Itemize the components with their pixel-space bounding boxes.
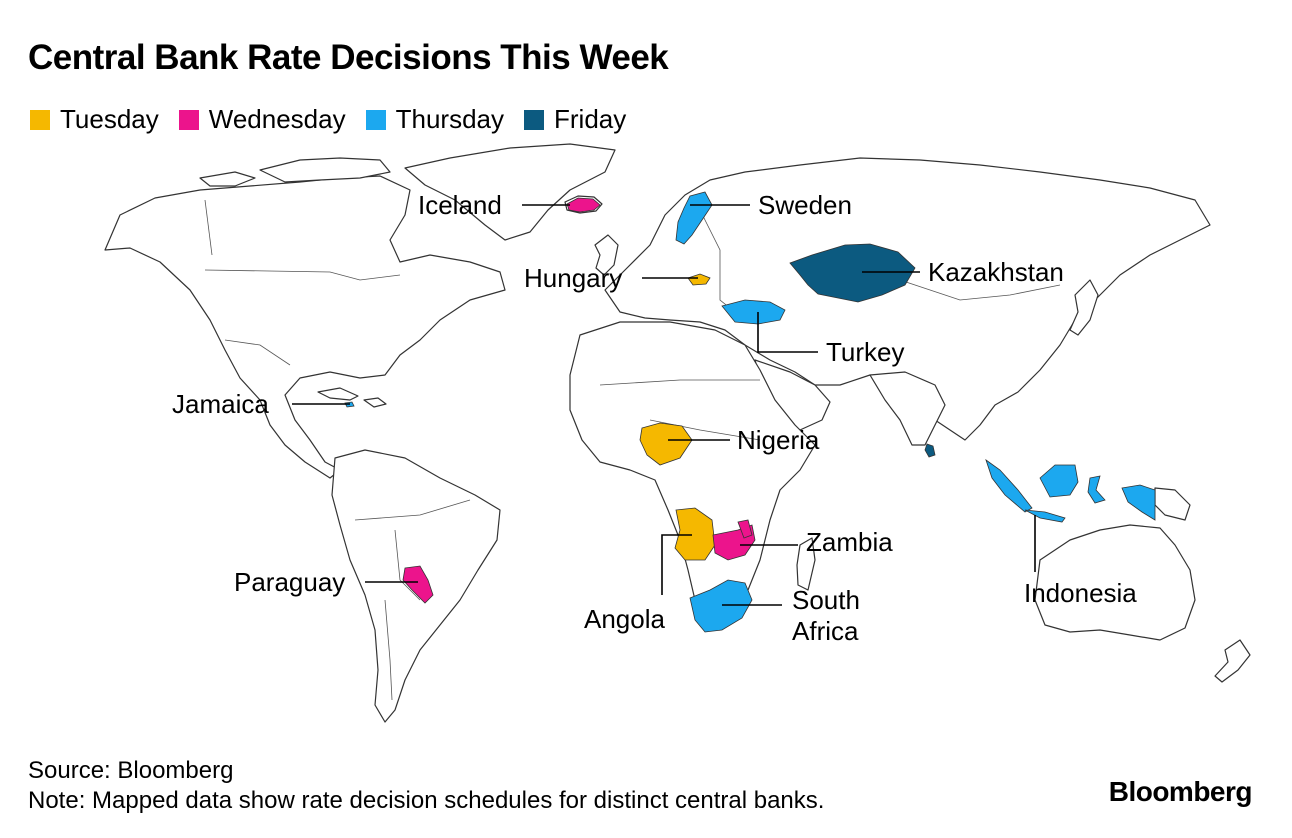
country-shape-indonesia-borneo <box>1039 464 1079 498</box>
country-shape-sri-lanka <box>924 443 936 458</box>
landmass-australia <box>1034 524 1196 641</box>
label-south-africa-line1: South <box>792 585 860 615</box>
legend: Tuesday Wednesday Thursday Friday <box>30 104 646 135</box>
legend-item-friday: Friday <box>524 104 626 135</box>
legend-swatch-thursday <box>365 109 386 130</box>
leader-turkey <box>757 312 818 353</box>
source-note: Source: Bloomberg <box>28 757 234 784</box>
border-russia-china <box>899 279 1061 301</box>
landmass-png <box>1154 487 1191 521</box>
label-kazakhstan: Kazakhstan <box>928 257 1064 287</box>
label-turkey: Turkey <box>826 337 905 367</box>
label-nigeria: Nigeria <box>737 425 820 455</box>
label-indonesia: Indonesia <box>1024 578 1137 608</box>
border-brazil-west <box>394 529 421 601</box>
country-shape-indonesia-sumatra <box>985 458 1033 513</box>
country-shape-indonesia-papua <box>1121 484 1156 521</box>
country-shape-indonesia-sulawesi <box>1087 475 1106 504</box>
leader-lines <box>292 204 1036 606</box>
landmass-arctic-islands <box>259 157 391 183</box>
landmass-madagascar <box>796 537 816 591</box>
landmass-new-zealand <box>1214 639 1251 683</box>
leader-angola <box>661 534 692 595</box>
landmass-india <box>869 371 946 446</box>
label-zambia: Zambia <box>806 527 893 557</box>
legend-label-friday: Friday <box>554 104 627 134</box>
legend-label-wednesday: Wednesday <box>208 104 346 134</box>
bloomberg-logo: Bloomberg <box>1108 776 1253 807</box>
landmass-north-america <box>104 175 506 479</box>
landmass-greenland <box>404 143 616 241</box>
landmass-japan <box>1069 279 1099 336</box>
footer: Source: Bloomberg Note: Mapped data show… <box>28 756 824 816</box>
label-angola: Angola <box>584 604 665 634</box>
country-shape-iceland <box>566 197 601 213</box>
country-shape-kazakhstan <box>789 243 916 303</box>
border-us-canada <box>204 269 401 281</box>
highlighted-countries <box>344 191 1156 633</box>
label-sweden: Sweden <box>758 190 852 220</box>
border-africa-central <box>649 419 761 441</box>
country-shape-south-africa <box>689 579 753 633</box>
border-africa-sahara <box>599 379 760 386</box>
landmass-uk <box>594 234 619 276</box>
label-hungary: Hungary <box>524 263 622 293</box>
landmass-arctic-island-2 <box>199 171 256 187</box>
landmass-cuba <box>317 387 359 401</box>
country-borders <box>204 199 1061 701</box>
legend-label-tuesday: Tuesday <box>60 104 159 134</box>
landmass-hispaniola <box>363 397 387 408</box>
border-south-america-north <box>354 499 471 521</box>
border-chile-argentina <box>384 599 393 701</box>
country-shape-malawi <box>737 519 753 539</box>
country-shape-angola <box>674 507 716 561</box>
landmass-eurasia <box>604 157 1211 441</box>
legend-swatch-tuesday <box>30 109 50 130</box>
border-us-mexico <box>224 339 291 366</box>
legend-item-thursday: Thursday <box>365 104 504 135</box>
methodology-note: Note: Mapped data show rate decision sch… <box>28 787 825 814</box>
country-shape-turkey <box>721 299 786 325</box>
legend-label-thursday: Thursday <box>395 104 504 134</box>
country-shape-hungary <box>687 273 711 286</box>
label-jamaica: Jamaica <box>172 389 269 419</box>
label-south-africa-line2: Africa <box>792 616 859 646</box>
legend-swatch-friday <box>524 109 544 130</box>
label-iceland: Iceland <box>418 190 502 220</box>
legend-item-tuesday: Tuesday <box>30 104 159 135</box>
chart-title: Central Bank Rate Decisions This Week <box>28 38 669 77</box>
legend-swatch-wednesday <box>178 109 199 130</box>
country-labels: Iceland Sweden Hungary Kazakhstan Turkey… <box>172 190 1137 646</box>
legend-item-wednesday: Wednesday <box>178 104 346 135</box>
country-shape-indonesia-java <box>1024 509 1066 523</box>
border-alaska <box>204 199 213 256</box>
label-paraguay: Paraguay <box>234 567 345 597</box>
country-shape-nigeria <box>639 422 693 466</box>
